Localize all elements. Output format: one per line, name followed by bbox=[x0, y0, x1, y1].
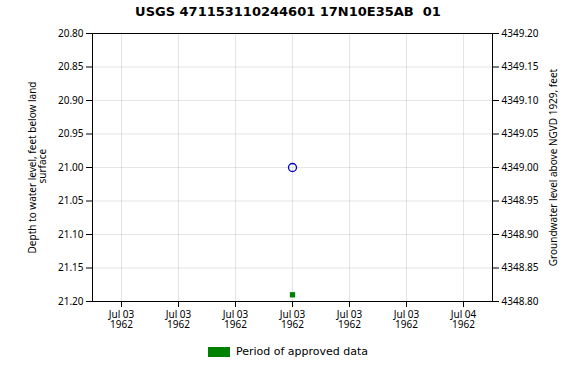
svg-text:21.05: 21.05 bbox=[58, 193, 84, 207]
svg-text:Jul 031962: Jul 031962 bbox=[279, 307, 306, 331]
svg-text:20.80: 20.80 bbox=[58, 26, 84, 40]
svg-text:4349.10: 4349.10 bbox=[502, 93, 539, 107]
svg-text:21.00: 21.00 bbox=[58, 160, 84, 174]
svg-text:Jul 031962: Jul 031962 bbox=[336, 307, 363, 331]
svg-text:20.85: 20.85 bbox=[58, 59, 84, 73]
svg-text:Jul 031962: Jul 031962 bbox=[165, 307, 192, 331]
svg-text:Jul 031962: Jul 031962 bbox=[393, 307, 420, 331]
svg-text:Jul 031962: Jul 031962 bbox=[108, 307, 135, 331]
svg-text:Groundwater level above NGVD 1: Groundwater level above NGVD 1929, feet bbox=[546, 68, 560, 266]
svg-text:4348.80: 4348.80 bbox=[502, 294, 539, 308]
svg-text:4348.90: 4348.90 bbox=[502, 227, 539, 241]
svg-text:4349.00: 4349.00 bbox=[502, 160, 539, 174]
html-text:Period of approved data: Period of approved data bbox=[235, 345, 369, 358]
svg-text:4348.85: 4348.85 bbox=[502, 260, 539, 274]
svg-text:20.95: 20.95 bbox=[58, 126, 84, 140]
svg-text:Jul 041962: Jul 041962 bbox=[450, 307, 477, 331]
html-text:USGS 471153110244601 17N10E35A: USGS 471153110244601 17N10E35AB 01 bbox=[135, 4, 441, 19]
svg-text:4349.15: 4349.15 bbox=[502, 59, 539, 73]
svg-text:20.90: 20.90 bbox=[58, 93, 84, 107]
svg-text:4349.20: 4349.20 bbox=[502, 26, 539, 40]
svg-text:Jul 031962: Jul 031962 bbox=[222, 307, 249, 331]
svg-text:21.15: 21.15 bbox=[58, 260, 84, 274]
svg-text:21.10: 21.10 bbox=[58, 227, 84, 241]
svg-text:4349.05: 4349.05 bbox=[502, 126, 539, 140]
svg-text:21.20: 21.20 bbox=[58, 294, 84, 308]
svg-text:4348.95: 4348.95 bbox=[502, 193, 539, 207]
svg-text:Depth to water level, feet bel: Depth to water level, feet below land su… bbox=[25, 82, 49, 254]
